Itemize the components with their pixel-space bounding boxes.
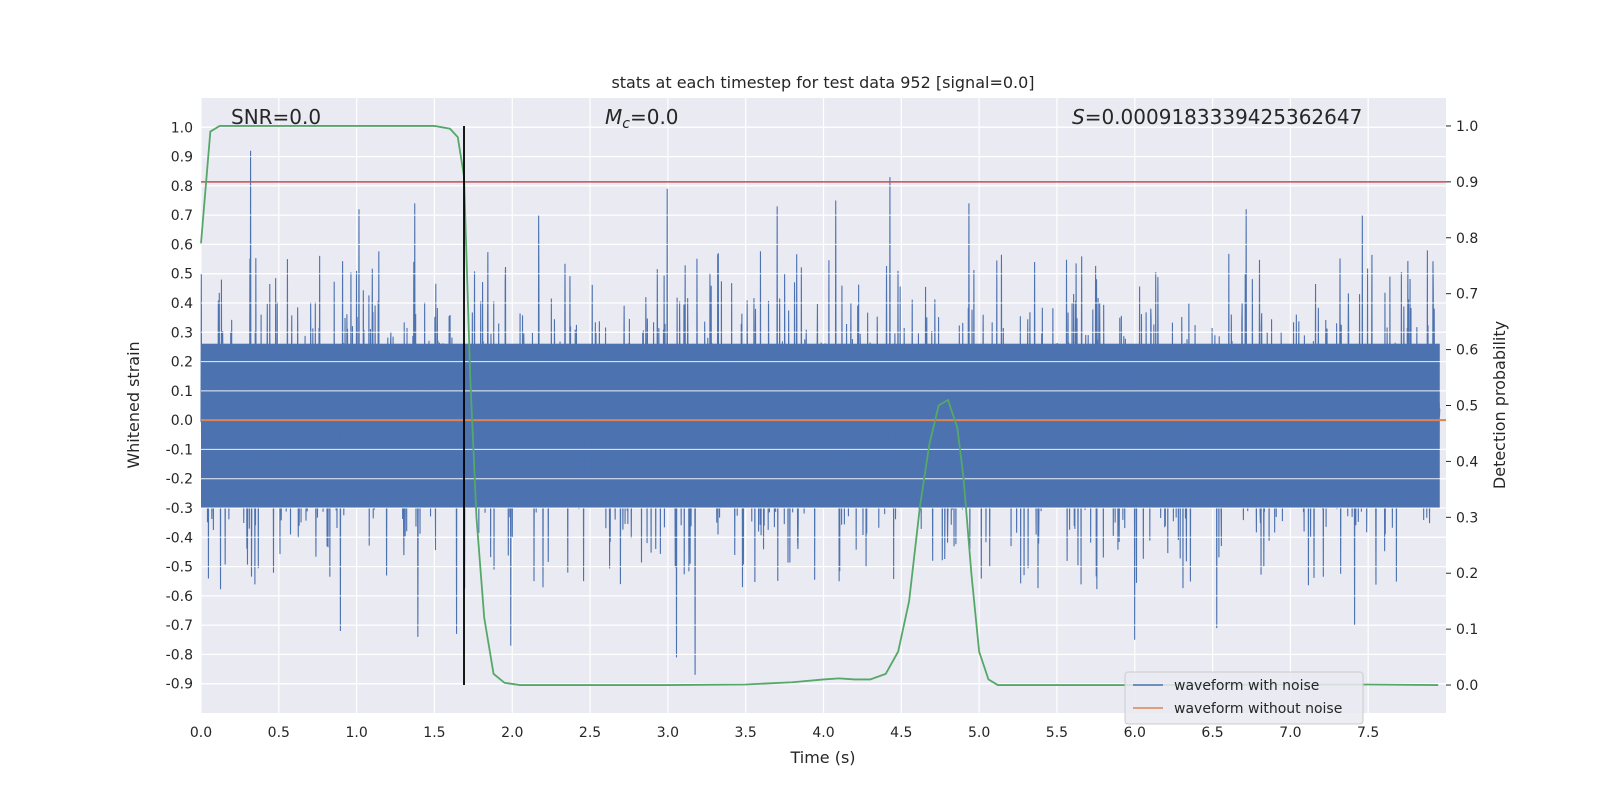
y-left-tick-label: -0.9: [166, 677, 193, 693]
x-tick-label: 3.5: [735, 725, 757, 741]
y-right-tick-label: 0.8: [1456, 231, 1478, 247]
overlay-lines: [200, 125, 1446, 686]
x-tick-label: 4.5: [890, 725, 912, 741]
s-statistic-symbol: S: [1072, 105, 1085, 129]
legend: waveform with noise waveform without noi…: [1124, 671, 1364, 725]
x-tick-label: 1.0: [345, 725, 367, 741]
x-axis-ticks: 0.0 0.5 1.0 1.5 2.0 2.5 3.0 3.5 4.0 4.5 5.0 5.5 6.0 6…: [190, 725, 1379, 741]
x-tick-label: 5.0: [968, 725, 990, 741]
y-left-tick-label: -0.1: [166, 442, 193, 458]
y-left-tick-label: 0.9: [171, 150, 193, 166]
y-left-tick-label: 0.6: [171, 237, 193, 253]
x-tick-label: 7.0: [1279, 725, 1301, 741]
x-tick-label: 6.0: [1124, 725, 1146, 741]
y-left-tick-label: -0.4: [166, 530, 193, 546]
y-left-tick-label: -0.8: [166, 647, 193, 663]
legend-label-clean: waveform without noise: [1174, 701, 1342, 717]
legend-label-noise: waveform with noise: [1174, 678, 1319, 694]
snr-annotation: SNR=0.0: [231, 105, 321, 129]
y-right-tick-label: 1.0: [1456, 119, 1478, 135]
x-tick-label: 6.5: [1201, 725, 1223, 741]
y-right-tick-label: 0.9: [1456, 175, 1478, 191]
x-tick-label: 4.0: [812, 725, 834, 741]
y-left-tick-label: 1.0: [171, 120, 193, 136]
y-right-tick-label: 0.7: [1456, 287, 1478, 303]
s-statistic-annotation: S=0.0009183339425362647: [1072, 105, 1362, 129]
y-right-tick-label: 0.2: [1456, 566, 1478, 582]
y-left-tick-label: 0.5: [171, 267, 193, 283]
noise-waveform-series: [200, 126, 1446, 685]
y-left-tick-label: 0.1: [171, 384, 193, 400]
x-tick-label: 7.5: [1357, 725, 1379, 741]
legend-box: [1124, 671, 1364, 725]
y-left-axis-label: Whitened strain: [124, 341, 143, 468]
y-left-tick-label: -0.2: [166, 472, 193, 488]
x-tick-label: 2.5: [579, 725, 601, 741]
chirp-mass-symbol: M: [605, 105, 622, 129]
y-left-tick-label: 0.0: [171, 413, 193, 429]
chirp-mass-annotation: Mc=0.0: [605, 105, 679, 132]
y-right-tick-label: 0.5: [1456, 399, 1478, 415]
y-left-axis-ticks: 1.0 0.9 0.8 0.7 0.6 0.5 0.4 0.3 0.2 0.1 0.0 -0.1 -0.…: [166, 120, 193, 692]
x-tick-label: 0.0: [190, 725, 212, 741]
s-statistic-value: =0.0009183339425362647: [1085, 105, 1363, 129]
chirp-mass-subscript: c: [622, 116, 630, 132]
y-left-tick-label: 0.7: [171, 208, 193, 224]
x-tick-label: 3.0: [657, 725, 679, 741]
y-right-tick-label: 0.3: [1456, 510, 1478, 526]
x-tick-label: 1.5: [423, 725, 445, 741]
y-right-axis-label: Detection probability: [1490, 321, 1509, 489]
y-left-tick-label: 0.4: [171, 296, 193, 312]
y-right-tick-label: 0.6: [1456, 343, 1478, 359]
y-right-tick-label: 0.4: [1456, 454, 1478, 470]
y-right-tick-label: 0.1: [1456, 622, 1478, 638]
y-left-tick-label: -0.7: [166, 618, 193, 634]
x-tick-label: 2.0: [501, 725, 523, 741]
y-left-tick-label: 0.8: [171, 179, 193, 195]
noise-waveform-line: [200, 150, 1441, 675]
y-left-tick-label: 0.2: [171, 355, 193, 371]
chirp-mass-value: =0.0: [630, 105, 679, 129]
y-left-tick-label: -0.3: [166, 501, 193, 517]
y-right-axis-ticks: 1.0 0.9 0.8 0.7 0.6 0.5 0.4 0.3 0.2 0.1 0.0: [1446, 119, 1478, 694]
y-left-tick-label: -0.5: [166, 560, 193, 576]
x-tick-label: 0.5: [268, 725, 290, 741]
x-axis-label: Time (s): [789, 748, 855, 767]
y-right-tick-label: 0.0: [1456, 678, 1478, 694]
detection-probability-line: [200, 125, 1439, 686]
y-left-tick-label: 0.3: [171, 325, 193, 341]
chart-title: stats at each timestep for test data 952…: [611, 73, 1034, 92]
y-left-tick-label: -0.6: [166, 589, 193, 605]
x-tick-label: 5.5: [1046, 725, 1068, 741]
